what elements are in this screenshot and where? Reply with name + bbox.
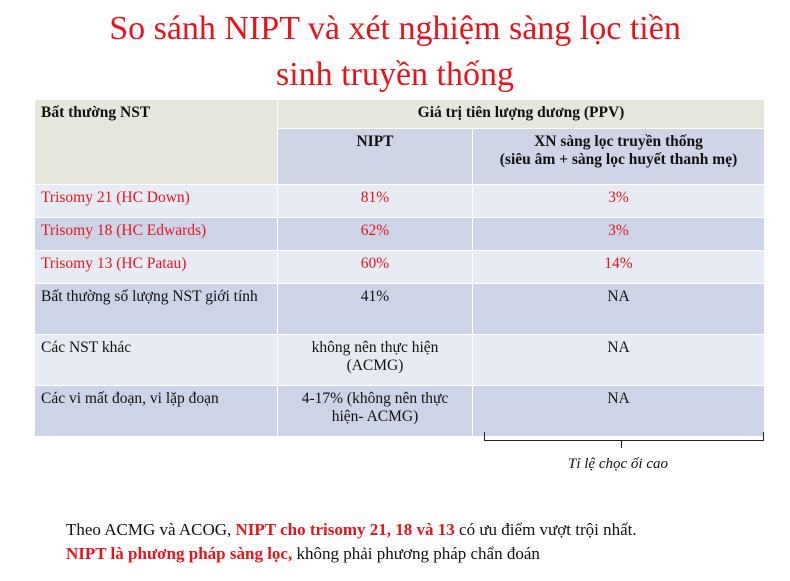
slide-title-line-1: So sánh NIPT và xét nghiệm sàng lọc tiền — [109, 10, 681, 47]
footer-line-2: NIPT là phương pháp sàng lọc, không phải… — [66, 542, 637, 566]
row-traditional-value: NA — [471, 283, 766, 335]
amniocentesis-bracket — [484, 432, 764, 441]
footer-line-1-emphasis: NIPT cho trisomy 21, 18 và 13 — [235, 520, 455, 539]
row-nipt-value: 60% — [277, 250, 473, 284]
bracket-tick — [621, 440, 622, 448]
row-label: Trisomy 21 (HC Down) — [34, 184, 278, 218]
footer-line-1-c: có ưu điểm vượt trội nhất. — [454, 520, 637, 539]
row-traditional-value: 3% — [471, 184, 766, 218]
table-row: Trisomy 18 (HC Edwards) 62% 3% — [34, 217, 766, 251]
row-label: Trisomy 13 (HC Patau) — [34, 250, 278, 284]
footer-line-1: Theo ACMG và ACOG, NIPT cho trisomy 21, … — [66, 518, 637, 542]
row-nipt-value: 62% — [277, 217, 473, 251]
row-traditional-value: NA — [471, 334, 766, 386]
header-traditional-line-2: (siêu âm + sàng lọc huyết thanh mẹ) — [499, 151, 738, 168]
footer-line-1-a: Theo ACMG và ACOG, — [66, 520, 236, 539]
row-traditional-value: 14% — [471, 250, 766, 284]
header-nipt: NIPT — [277, 128, 473, 185]
row-nipt-value: 4-17% (không nên thực hiện- ACMG) — [277, 385, 473, 437]
row-label: Các vi mất đoạn, vi lặp đoạn — [34, 385, 278, 437]
row-nipt-value: 41% — [277, 283, 473, 335]
row-label: Các NST khác — [34, 334, 278, 386]
header-traditional-line-1: XN sàng lọc truyền thống — [534, 133, 703, 150]
slide-title: So sánh NIPT và xét nghiệm sàng lọc tiền… — [0, 6, 790, 98]
header-traditional-screening: XN sàng lọc truyền thống (siêu âm + sàng… — [471, 128, 766, 185]
table-row: Trisomy 21 (HC Down) 81% 3% — [34, 184, 766, 218]
bracket-note: Tỉ lệ chọc ối cao — [568, 456, 668, 472]
row-nipt-value: 81% — [277, 184, 473, 218]
row-traditional-value: 3% — [471, 217, 766, 251]
footer-line-2-b: không phải phương pháp chẩn đoán — [292, 544, 540, 563]
header-abnormality: Bất thường NST — [34, 99, 278, 185]
row-nipt-value: không nên thực hiện (ACMG) — [277, 334, 473, 386]
table-row: Trisomy 13 (HC Patau) 60% 14% — [34, 250, 766, 284]
comparison-table: Bất thường NST Giá trị tiên lượng dương … — [34, 99, 766, 437]
footer-line-2-emphasis: NIPT là phương pháp sàng lọc, — [66, 544, 293, 563]
slide-title-line-2: sinh truyền thống — [276, 56, 514, 93]
footer-text: Theo ACMG và ACOG, NIPT cho trisomy 21, … — [66, 518, 637, 566]
header-ppv: Giá trị tiên lượng dương (PPV) — [276, 99, 766, 129]
row-label: Bất thường số lượng NST giới tính — [34, 283, 278, 335]
table-row: Các vi mất đoạn, vi lặp đoạn 4-17% (khôn… — [34, 385, 766, 437]
table-row: Các NST khác không nên thực hiện (ACMG) … — [34, 334, 766, 386]
table-row: Bất thường số lượng NST giới tính 41% NA — [34, 283, 766, 335]
row-traditional-value: NA — [471, 385, 766, 437]
row-label: Trisomy 18 (HC Edwards) — [34, 217, 278, 251]
